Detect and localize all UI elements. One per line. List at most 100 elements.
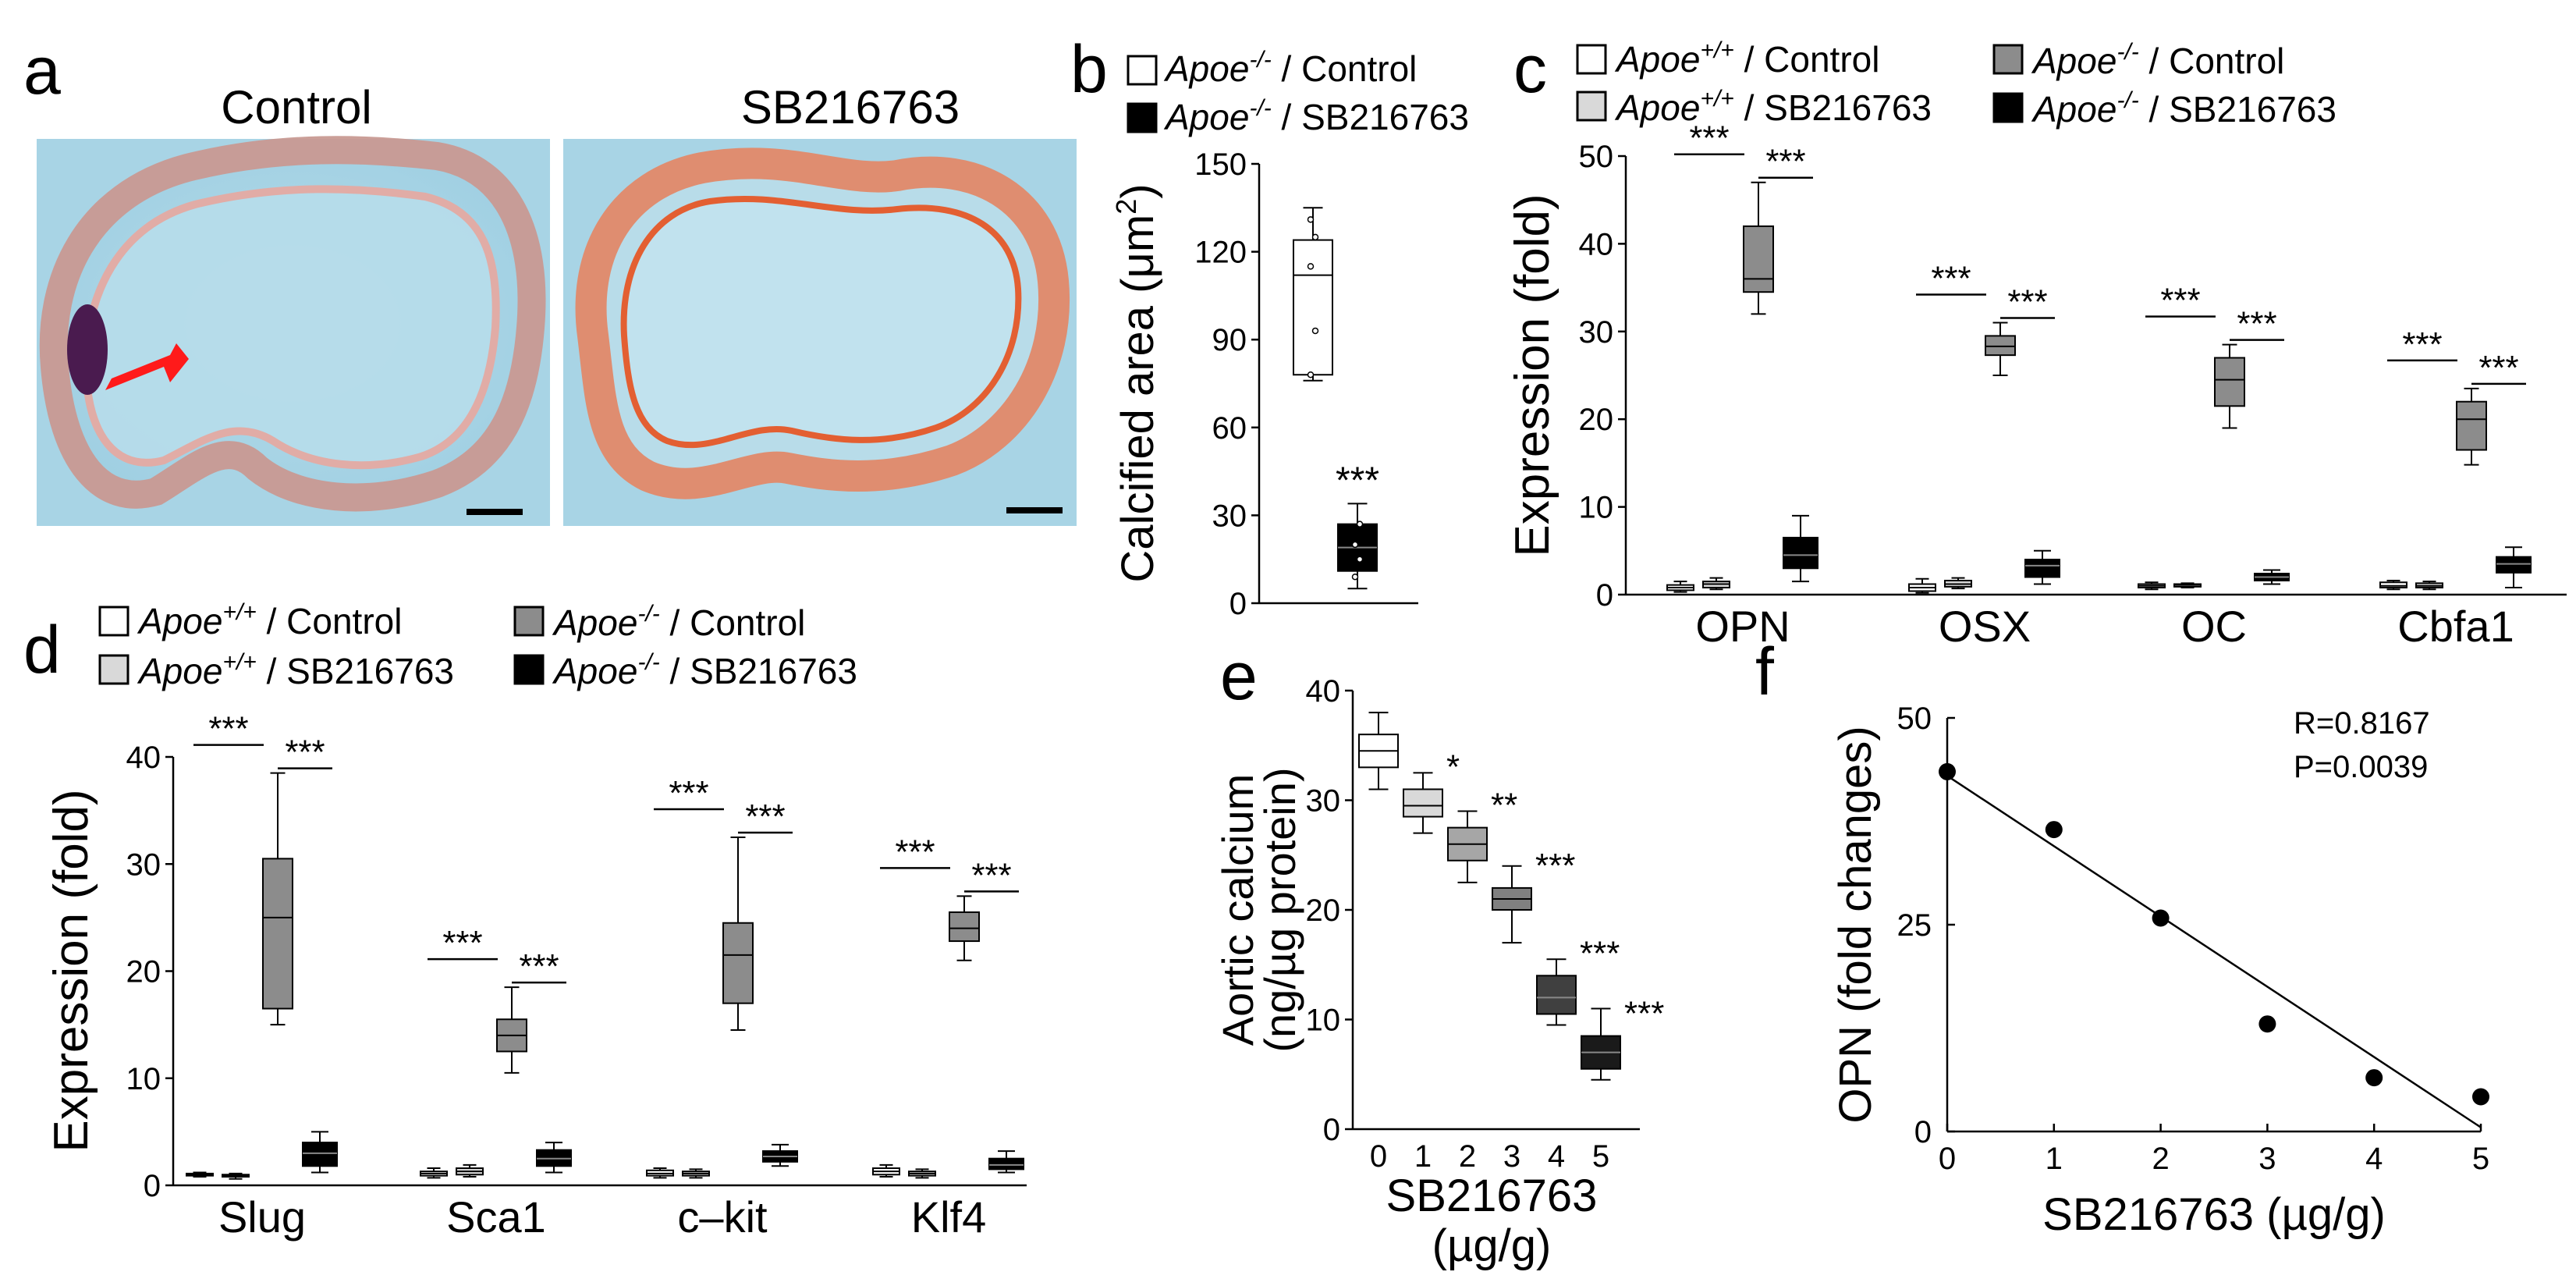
legend-label: Apoe-/- / Control: [1163, 47, 1417, 89]
significance-label: ***: [971, 856, 1011, 894]
x-tick-label: 5: [1592, 1139, 1609, 1174]
annotation-p: P=0.0039: [2294, 750, 2428, 784]
x-axis-label-line1: SB216763: [1386, 1171, 1598, 1221]
box-chart-d-0-3-box: [302, 1142, 338, 1167]
chart-c: 0 10 20 30 40 50 OPN *** *** OSX *** *** OC *** *** Cbf…: [1506, 119, 2567, 651]
legend-swatch-light: [98, 654, 130, 685]
image-title-control: Control: [221, 81, 371, 133]
legend-b: Apoe-/- / Control Apoe-/- / SB216763: [1127, 47, 1469, 137]
x-tick-label: OSX: [1939, 602, 2031, 651]
red-arrow-icon: [105, 343, 189, 390]
x-tick-label: 0: [1939, 1142, 1956, 1176]
scatter-point: [2472, 1088, 2489, 1106]
scatter-point: [2045, 821, 2063, 839]
significance-label: ***: [519, 947, 559, 986]
legend-swatch-gray: [1992, 44, 2024, 75]
significance-label: ***: [1580, 934, 1620, 972]
fit-line: [1946, 775, 2482, 1128]
box-chart-c-3-2-box: [2456, 400, 2487, 451]
significance-label: ***: [1535, 847, 1575, 885]
image-title-sb216763: SB216763: [741, 81, 960, 133]
box-chart-c-0-3-box: [1783, 536, 1818, 570]
x-tick-label: OC: [2181, 602, 2247, 651]
significance-label: ***: [2402, 325, 2442, 364]
box-e-4-box: [1536, 975, 1577, 1015]
x-tick-label: 1: [2046, 1142, 2063, 1176]
y-tick-label: 0: [1596, 578, 1613, 613]
significance-label: ***: [208, 710, 248, 748]
x-tick-label: Sca1: [446, 1192, 546, 1242]
legend-swatch-light: [1576, 91, 1607, 122]
x-axis-label-line2: (µg/g): [1432, 1220, 1552, 1271]
y-tick-label: 120: [1194, 236, 1247, 270]
legend-label: Apoe-/- / SB216763: [2031, 87, 2336, 130]
micrograph-sb216763: [563, 139, 1077, 526]
y-tick-label: 10: [126, 1062, 161, 1096]
y-tick-label: 10: [1306, 1004, 1341, 1038]
y-tick-label: 0: [1229, 587, 1247, 621]
y-tick-label: 0: [1914, 1115, 1932, 1149]
panel-letter-b: b: [1070, 32, 1108, 107]
y-tick-label: 0: [1323, 1113, 1340, 1147]
box-chart-c-0-2-box: [1743, 225, 1774, 293]
y-tick-label: 30: [1579, 315, 1614, 350]
x-tick-label: 2: [1459, 1139, 1476, 1174]
significance-label: ***: [2478, 349, 2518, 387]
y-tick-label: 10: [1579, 491, 1614, 525]
y-tick-label: 20: [126, 955, 161, 989]
significance-label: *: [1446, 748, 1460, 786]
y-tick-label: 40: [1306, 674, 1341, 709]
x-tick-label: Slug: [218, 1192, 306, 1242]
y-tick-label: 25: [1897, 908, 1932, 943]
scatter-point: [2152, 909, 2170, 927]
annotation-r: R=0.8167: [2294, 706, 2430, 741]
significance-label: ***: [669, 774, 708, 812]
x-tick-label: 5: [2472, 1142, 2489, 1176]
box-b-1-point: [1351, 541, 1359, 549]
x-tick-label: Klf4: [911, 1192, 987, 1242]
x-axis-label: SB216763 (µg/g): [2042, 1189, 2386, 1240]
panel-letter-a: a: [23, 34, 61, 108]
y-axis-label: OPN (fold changes): [1830, 726, 1881, 1123]
box-b-0-point: [1307, 371, 1315, 378]
significance-label: ***: [1689, 119, 1729, 158]
box-chart-c-2-2-box: [2214, 357, 2245, 407]
significance-label: ***: [2237, 305, 2276, 343]
legend-label: Apoe-/- / SB216763: [1163, 95, 1469, 137]
box-b-0-point: [1307, 263, 1315, 270]
y-tick-label: 150: [1194, 147, 1247, 182]
significance-label: ***: [895, 833, 935, 871]
chart-f: 0 25 50 0 1 2 3 4 5 R=0.8167 P=0.0039 OPN (fold cha…: [1830, 702, 2489, 1240]
panel-letter-e: e: [1220, 639, 1258, 714]
x-tick-label: Cbfa1: [2397, 602, 2514, 651]
chart-d: 0 10 20 30 40 Slug *** *** Sca1 *** *** c–kit *** ***…: [44, 710, 1027, 1242]
y-tick-label: 40: [126, 741, 161, 775]
panel-letter-f: f: [1755, 634, 1775, 709]
significance-label: ***: [1765, 143, 1805, 181]
significance-label: ***: [1336, 460, 1379, 501]
y-tick-label: 50: [1579, 140, 1614, 174]
x-tick-label: 3: [1503, 1139, 1520, 1174]
box-b-0-point: [1311, 327, 1319, 335]
scatter-point: [2258, 1015, 2276, 1033]
box-chart-c-1-3-box: [2024, 559, 2060, 578]
significance-label: ***: [442, 924, 482, 962]
significance-label: **: [1491, 787, 1517, 825]
y-tick-label: 0: [144, 1169, 161, 1203]
box-b-0-point: [1307, 216, 1315, 223]
significance-label: ***: [1931, 260, 1971, 298]
box-chart-d-3-2-box: [949, 911, 980, 943]
legend-swatch-white: [1127, 55, 1158, 86]
y-tick-label: 20: [1306, 893, 1341, 928]
chart-b: 0 30 60 90 120 150 *** Calcified area (μm2): [1110, 147, 1418, 621]
x-tick-label: 1: [1414, 1139, 1432, 1174]
legend-label: Apoe+/+ / SB216763: [1614, 86, 1932, 128]
legend-swatch-white: [1576, 44, 1607, 75]
scatter-point: [1939, 762, 1956, 780]
box-e-1-box: [1403, 788, 1443, 818]
legend-c: Apoe+/+ / Control Apoe+/+ / SB216763 Apo…: [1576, 37, 2336, 130]
y-tick-label: 20: [1579, 403, 1614, 437]
y-tick-label: 60: [1212, 411, 1247, 446]
legend-label: Apoe+/+ / Control: [1614, 37, 1879, 80]
y-tick-label: 90: [1212, 323, 1247, 357]
